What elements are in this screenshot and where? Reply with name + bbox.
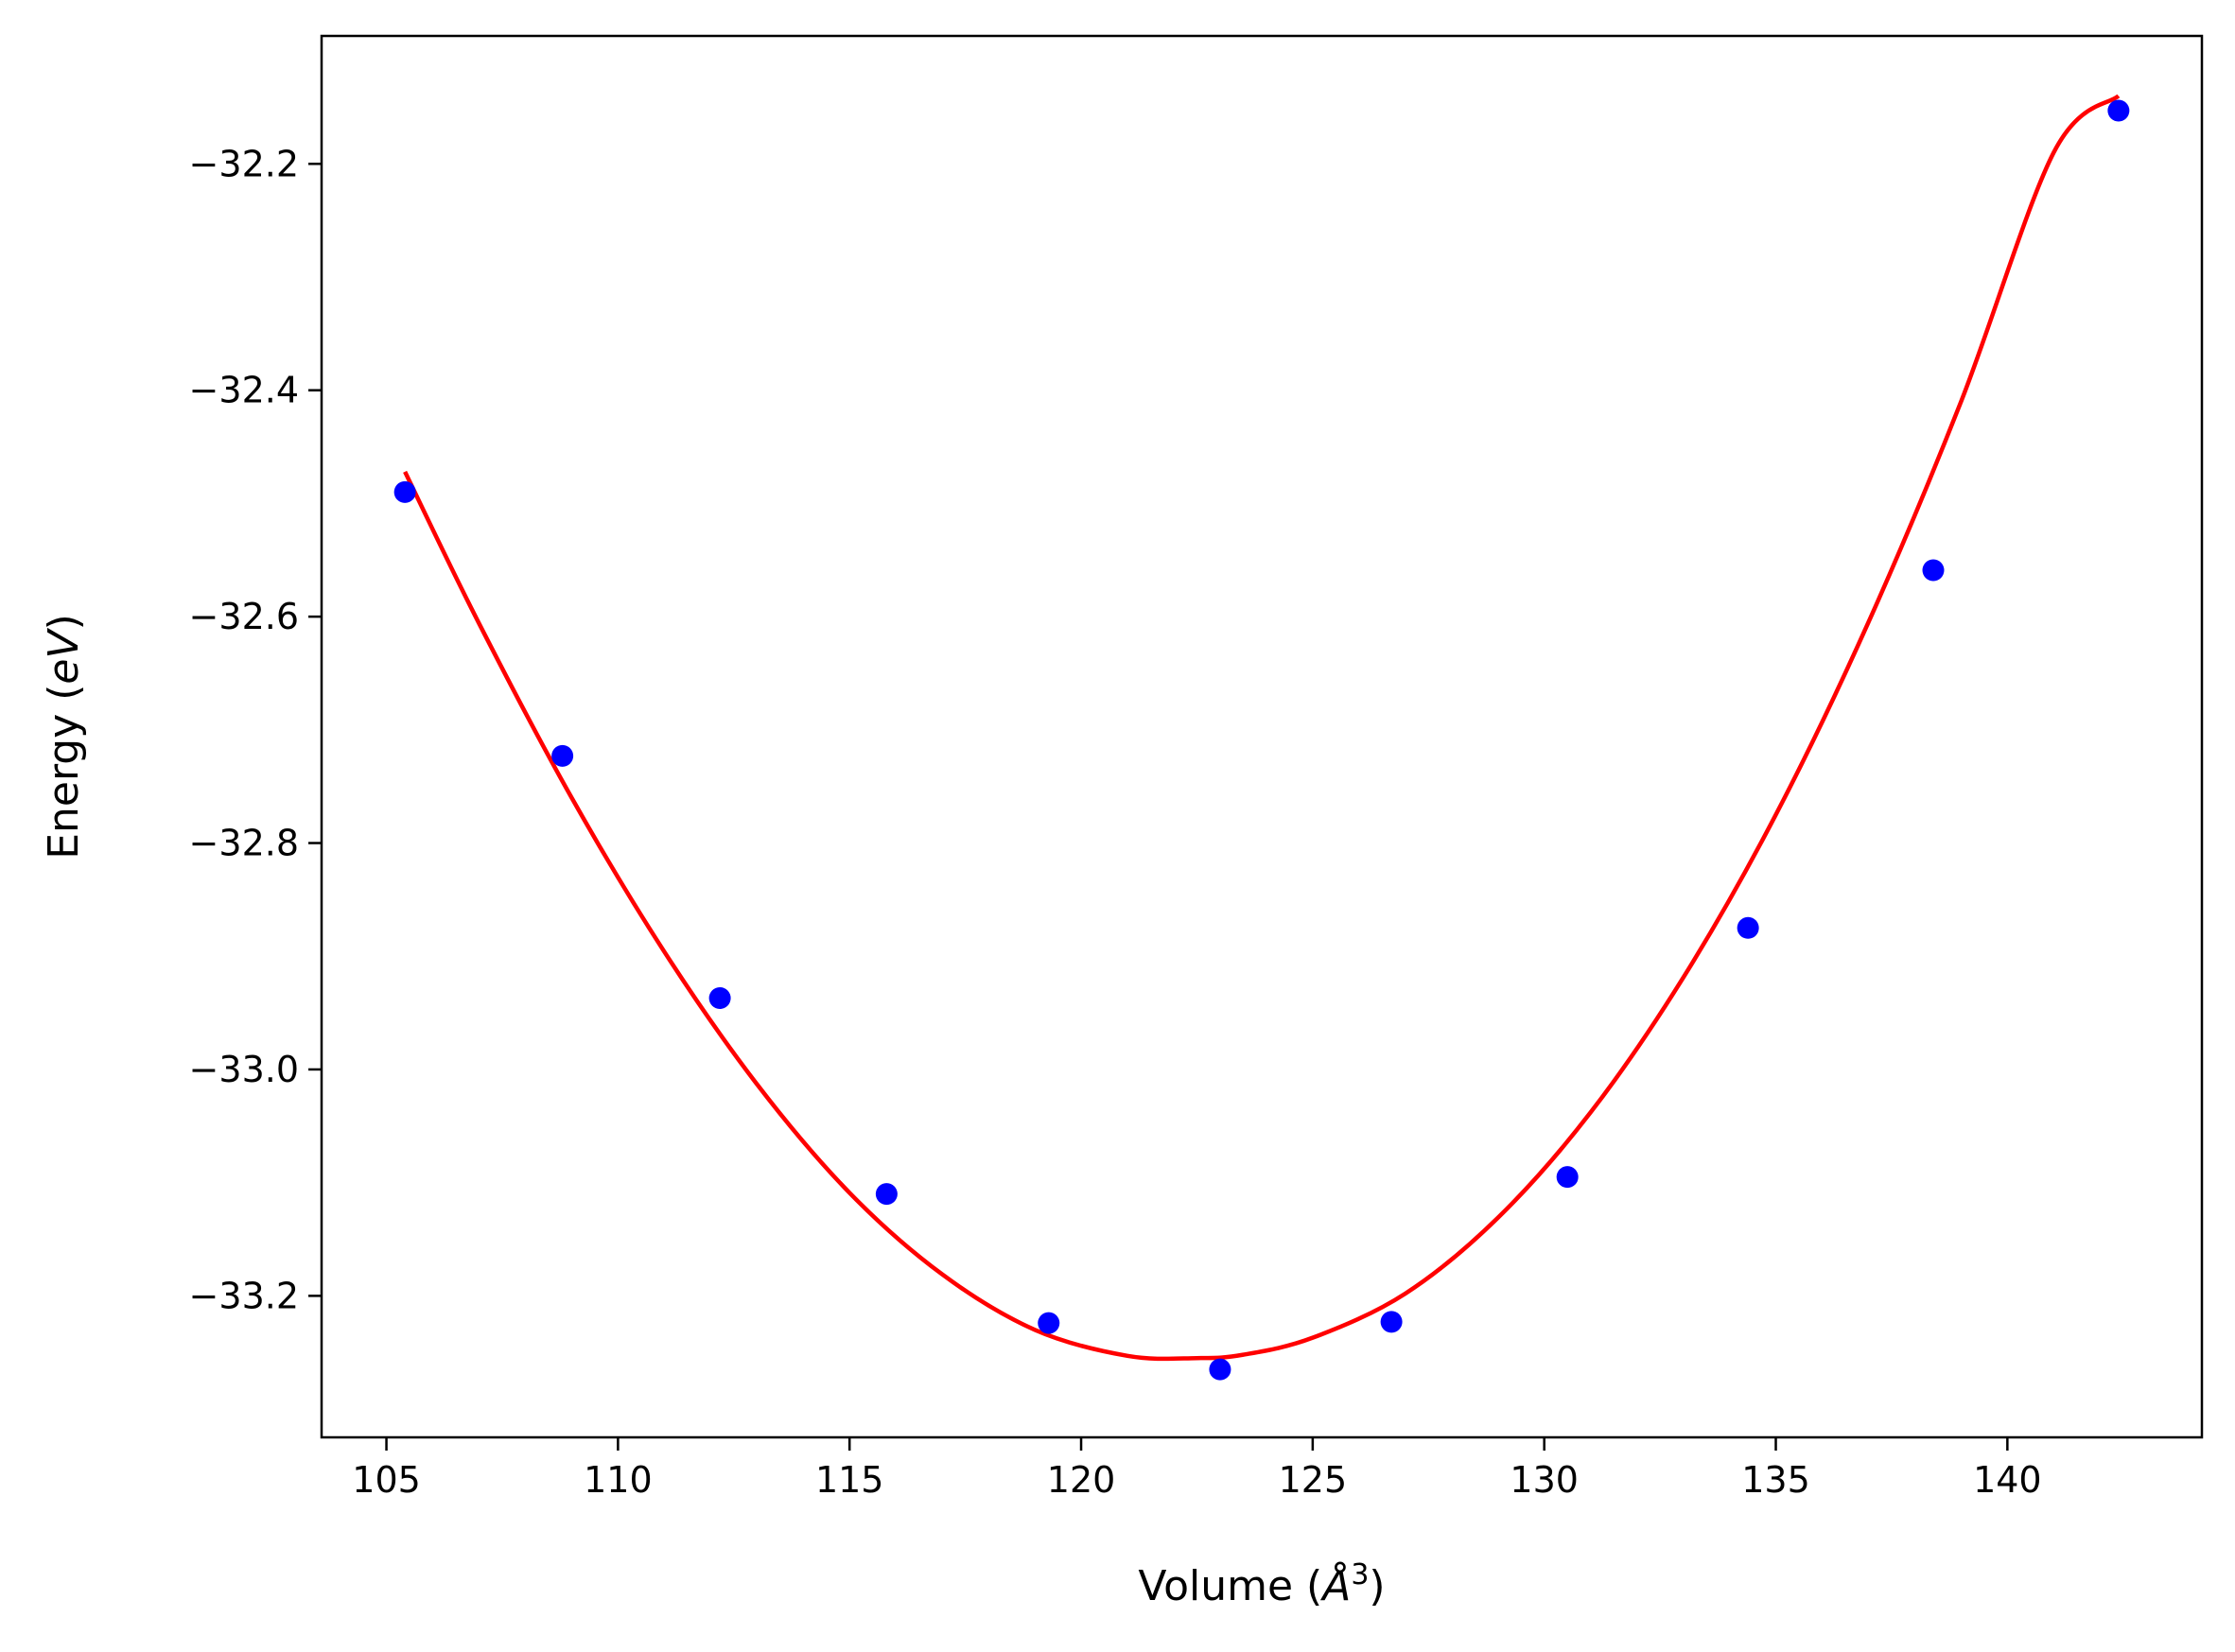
y-tick-label: −32.8 (189, 823, 299, 864)
x-tick-label: 125 (1279, 1459, 1348, 1501)
y-tick-label: −33.0 (189, 1049, 299, 1090)
x-tick-label: 130 (1510, 1459, 1579, 1501)
data-point (1209, 1358, 1231, 1381)
y-tick-label: −32.2 (189, 143, 299, 184)
axis-ticks: 105 110 115 120 125 130 135 140 −33.2 −33.0 −32.8 −… (189, 143, 2042, 1501)
y-tick-label: −32.6 (189, 596, 299, 637)
data-point (1038, 1312, 1060, 1334)
data-point (1556, 1166, 1579, 1189)
plot-area (393, 94, 2130, 1381)
x-axis-label-suffix: ) (1369, 1562, 1385, 1610)
x-tick-label: 105 (352, 1459, 421, 1501)
y-axis-label-prefix: Energy ( (40, 685, 88, 860)
fit-curve-line (403, 94, 2121, 1362)
x-axis-label-prefix: Volume ( (1138, 1562, 1322, 1610)
y-axis-label-suffix: ) (40, 614, 88, 630)
data-point (708, 987, 731, 1010)
axes-frame (320, 34, 2204, 1439)
y-tick-label: −32.4 (189, 370, 299, 411)
data-point (1737, 916, 1759, 939)
x-tick-label: 140 (1973, 1459, 2042, 1501)
y-axis-label: Energy (eV) (40, 614, 88, 860)
x-tick-label: 120 (1047, 1459, 1116, 1501)
data-point (875, 1183, 898, 1206)
data-point (2107, 99, 2130, 122)
data-point (1380, 1311, 1403, 1333)
data-point (393, 480, 416, 503)
x-axis-label-symbol: Å (1319, 1560, 1351, 1610)
x-tick-label: 110 (584, 1459, 653, 1501)
x-tick-label: 135 (1741, 1459, 1810, 1501)
x-axis-label: Volume (Å3) (1138, 1558, 1385, 1611)
y-axis-label-unit: eV (40, 628, 88, 685)
data-point (551, 744, 574, 767)
data-point (1922, 559, 1945, 582)
x-tick-label: 115 (815, 1459, 884, 1501)
y-tick-label: −33.2 (189, 1275, 299, 1316)
x-axis-label-superscript: 3 (1351, 1558, 1369, 1591)
